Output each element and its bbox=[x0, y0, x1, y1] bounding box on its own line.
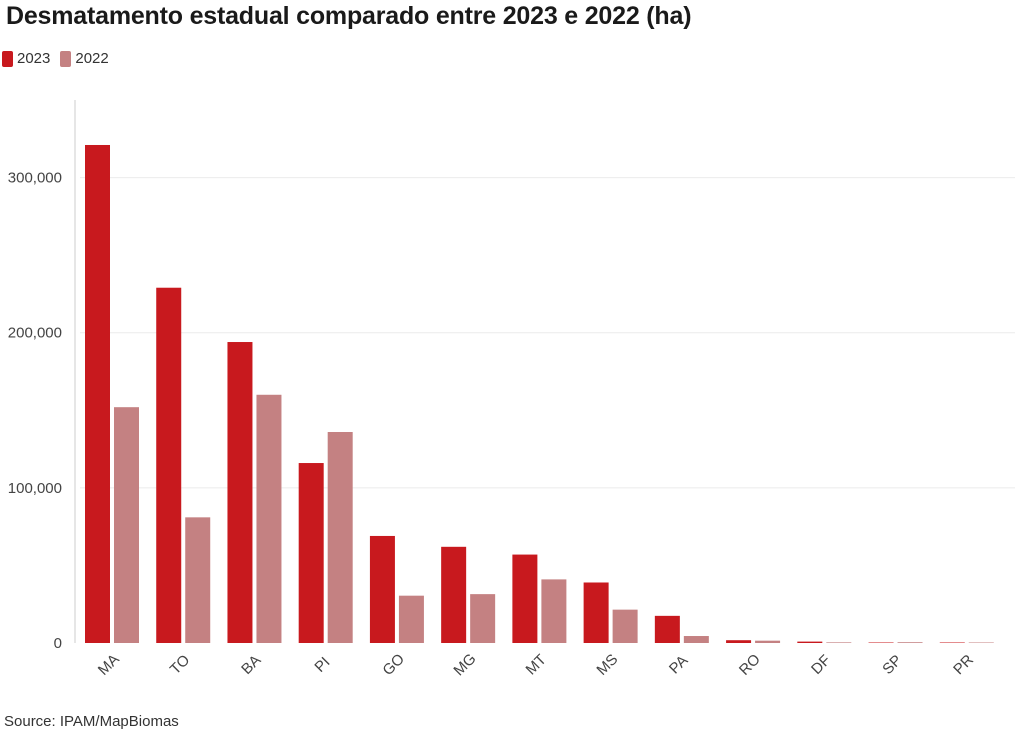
y-tick-label: 300,000 bbox=[8, 170, 62, 187]
bar-2022-PI bbox=[327, 432, 353, 643]
y-tick-label: 0 bbox=[54, 635, 62, 652]
bar-2023-MS bbox=[583, 582, 609, 643]
x-tick-label: RO bbox=[736, 651, 764, 679]
legend-item-2022: 2022 bbox=[60, 50, 109, 67]
bar-2022-MT bbox=[541, 579, 567, 643]
x-tick-label: BA bbox=[238, 652, 264, 678]
bar-2023-PI bbox=[298, 463, 324, 643]
bar-2023-SP bbox=[868, 642, 894, 643]
x-tick-label: MS bbox=[593, 651, 621, 679]
x-tick-label: MA bbox=[95, 651, 123, 679]
bar-2022-DF bbox=[826, 642, 852, 643]
legend-swatch-2022 bbox=[60, 50, 72, 67]
bar-2022-RO bbox=[755, 640, 781, 643]
source-note: Source: IPAM/MapBiomas bbox=[4, 713, 179, 730]
chart-title: Desmatamento estadual comparado entre 20… bbox=[6, 2, 692, 30]
bar-2022-TO bbox=[185, 517, 211, 643]
bar-2023-MA bbox=[85, 144, 110, 643]
bar-2023-GO bbox=[369, 535, 395, 643]
legend-item-2023: 2023 bbox=[2, 50, 50, 67]
legend: 2023 2022 bbox=[2, 50, 119, 67]
y-tick-label: 200,000 bbox=[8, 325, 62, 342]
bar-2022-MS bbox=[612, 609, 638, 643]
bar-2023-MT bbox=[512, 554, 538, 643]
x-tick-label: MG bbox=[450, 650, 479, 679]
bar-2023-TO bbox=[156, 287, 182, 643]
legend-swatch-2023 bbox=[2, 50, 13, 67]
legend-label-2022: 2022 bbox=[75, 50, 109, 67]
x-tick-label: TO bbox=[167, 652, 194, 679]
bar-2023-DF bbox=[797, 641, 823, 643]
bar-2022-BA bbox=[256, 394, 282, 643]
bar-2022-GO bbox=[398, 595, 424, 643]
bar-2022-PA bbox=[683, 636, 709, 643]
bar-2023-PA bbox=[654, 615, 680, 643]
x-tick-label: PA bbox=[666, 652, 691, 677]
x-tick-label: DF bbox=[808, 652, 834, 678]
bar-2023-RO bbox=[726, 640, 752, 643]
y-tick-label: 100,000 bbox=[8, 480, 62, 497]
bar-2023-PR bbox=[939, 642, 965, 643]
bar-2022-MA bbox=[114, 407, 139, 643]
x-tick-label: MT bbox=[523, 651, 550, 678]
legend-label-2023: 2023 bbox=[17, 50, 51, 67]
bar-2022-MG bbox=[470, 594, 496, 643]
bar-2022-PR bbox=[968, 642, 994, 643]
bar-2022-SP bbox=[897, 642, 923, 643]
bar-2023-MG bbox=[441, 546, 467, 643]
bar-2023-BA bbox=[227, 342, 253, 643]
x-tick-label: PI bbox=[311, 654, 333, 676]
x-tick-label: SP bbox=[879, 652, 905, 678]
x-tick-label: PR bbox=[950, 651, 977, 678]
x-tick-label: GO bbox=[379, 651, 408, 680]
